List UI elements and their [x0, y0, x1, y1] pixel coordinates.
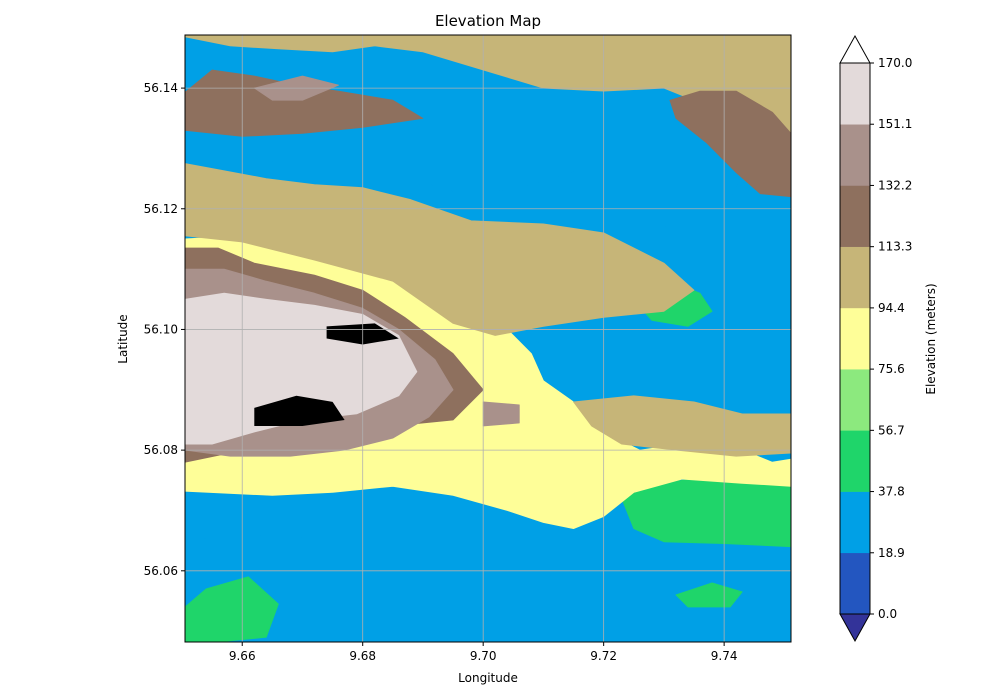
contour-region-11	[185, 69, 424, 137]
contour-region-15	[482, 401, 520, 427]
colorbar-tick-label: 94.4	[878, 301, 905, 315]
chart-title: Elevation Map	[435, 12, 541, 30]
colorbar-segment-1	[840, 491, 870, 554]
colorbar-tick-label: 75.6	[878, 362, 905, 376]
y-tick-label: 56.14	[144, 81, 178, 95]
colorbar-tick-label: 132.2	[878, 178, 912, 192]
contour-regions	[185, 35, 791, 642]
colorbar-under-extend	[839, 613, 871, 643]
y-tick-label: 56.10	[144, 322, 178, 336]
colorbar-label: Elevation (meters)	[924, 283, 938, 394]
x-tick-label: 9.74	[711, 649, 738, 663]
y-tick-label: 56.06	[144, 564, 178, 578]
contour-region-8	[185, 163, 695, 336]
y-axis-ticks: 56.06 56.08 56.10 56.12 56.14	[144, 81, 185, 578]
colorbar-tick-label: 170.0	[878, 56, 912, 70]
contour-region-5	[675, 582, 743, 608]
x-tick-label: 9.68	[349, 649, 376, 663]
colorbar: 0.0 18.9 37.8 56.7 75.6 94.4 113.3 132.2 151.1 17…	[839, 34, 912, 643]
colorbar-frame	[839, 62, 871, 615]
colorbar-segment-2	[840, 430, 870, 492]
y-tick-label: 56.08	[144, 443, 178, 457]
colorbar-over-extend	[839, 34, 871, 64]
y-tick-label: 56.12	[144, 202, 178, 216]
colorbar-tick-label: 151.1	[878, 117, 912, 131]
x-axis-ticks: 9.66 9.68 9.70 9.72 9.74	[229, 642, 738, 663]
colorbar-tick-label: 0.0	[878, 607, 897, 621]
colorbar-segment-3	[840, 369, 870, 431]
colorbar-tick-label: 113.3	[878, 240, 912, 254]
colorbar-tick-label: 37.8	[878, 485, 905, 499]
colorbar-segment-6	[840, 185, 870, 247]
colorbar-segment-8	[840, 63, 870, 125]
x-axis-label: Longitude	[458, 671, 518, 685]
colorbar-segment-4	[840, 307, 870, 370]
colorbar-segment-5	[840, 246, 870, 309]
contour-region-9	[573, 395, 791, 457]
y-axis-label: Latitude	[116, 314, 130, 363]
x-tick-label: 9.72	[590, 649, 617, 663]
colorbar-tick-label: 56.7	[878, 423, 905, 437]
plot-area: 9.66 9.68 9.70 9.72 9.74 56.06 56.08 56.10 56.1…	[144, 34, 792, 663]
colorbar-tick-label: 18.9	[878, 546, 905, 560]
colorbar-segment-7	[840, 124, 870, 186]
contour-region-18	[254, 395, 345, 426]
colorbar-segment-0	[840, 552, 870, 615]
grid-lines	[185, 35, 791, 642]
contour-region-4	[185, 576, 279, 642]
x-tick-label: 9.66	[229, 649, 256, 663]
plot-frame	[184, 34, 792, 643]
x-tick-label: 9.70	[470, 649, 497, 663]
